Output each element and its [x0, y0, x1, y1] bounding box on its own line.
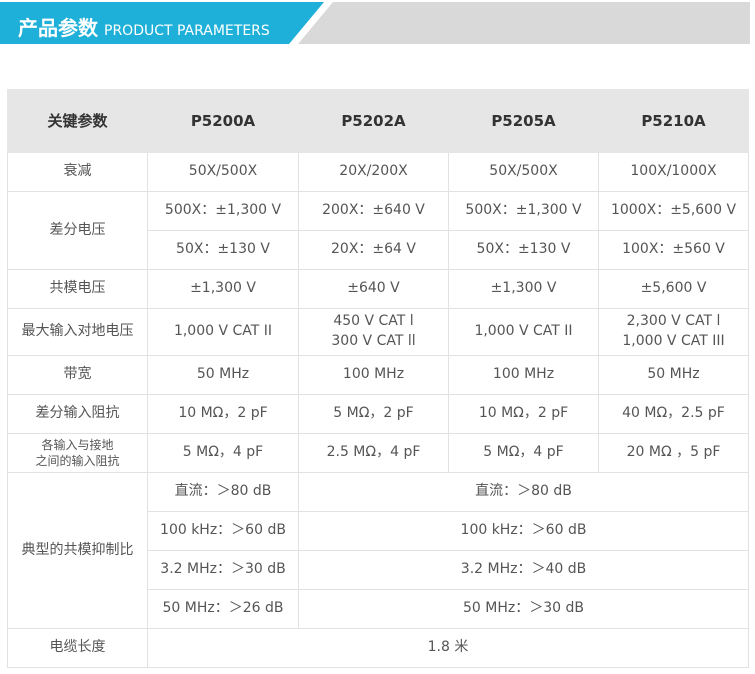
cell: 20X/200X: [298, 152, 449, 192]
cell: 100X/1000X: [598, 152, 749, 192]
table-row: 差分电压 500X：±1,300 V 200X：±640 V 500X：±1,3…: [7, 191, 749, 270]
cell-line: 450 V CAT l: [333, 313, 414, 330]
cell: 3.2 MHz：＞40 dB: [298, 550, 749, 590]
cell: 100 MHz: [448, 355, 599, 395]
cell: 直流：＞80 dB: [298, 472, 749, 512]
cell: 5 MΩ，4 pF: [147, 433, 299, 473]
cell: 450 V CAT l 300 V CAT ll: [298, 308, 449, 356]
cell: 20X：±64 V: [298, 230, 449, 270]
cell: ±640 V: [298, 269, 449, 309]
row-label: 各输入与接地 之间的输入阻抗: [7, 433, 148, 473]
cell: ±1,300 V: [147, 269, 299, 309]
table-header-row: 关键参数 P5200A P5202A P5205A P5210A: [7, 89, 749, 153]
cell: 直流：＞80 dB: [147, 472, 299, 512]
cell-line: 1,000 V CAT III: [622, 333, 725, 349]
header-cell: P5210A: [598, 89, 749, 153]
cell: 50 MHz：＞30 dB: [298, 589, 749, 629]
label-line: 之间的输入阻抗: [35, 454, 120, 468]
header-cell: P5202A: [298, 89, 449, 153]
title-cn: 产品参数: [18, 16, 98, 40]
table-row: 差分输入阻抗 10 MΩ，2 pF 5 MΩ，2 pF 10 MΩ，2 pF 4…: [7, 394, 749, 434]
cell: 10 MΩ，2 pF: [448, 394, 599, 434]
cell: 1.8 米: [147, 628, 749, 668]
cell: 20 MΩ ，5 pF: [598, 433, 749, 473]
cell: 100 kHz：＞60 dB: [298, 511, 749, 551]
section-title: 产品参数 PRODUCT PARAMETERS: [18, 12, 270, 41]
cell: 50 MHz：＞26 dB: [147, 589, 299, 629]
table-row: 50 MHz：＞26 dB 50 MHz：＞30 dB: [8, 589, 749, 629]
cell: 200X：±640 V: [298, 191, 449, 231]
cell: 2,300 V CAT l 1,000 V CAT III: [598, 308, 749, 356]
table-row: 电缆长度 1.8 米: [7, 628, 749, 668]
row-label: 差分电压: [7, 191, 148, 270]
parameters-table: 关键参数 P5200A P5202A P5205A P5210A 衰减 50X/…: [7, 89, 749, 668]
cell: ±5,600 V: [598, 269, 749, 309]
cell: 500X：±1,300 V: [147, 191, 299, 231]
cell: 2.5 MΩ，4 pF: [298, 433, 449, 473]
table-row: 带宽 50 MHz 100 MHz 100 MHz 50 MHz: [7, 355, 749, 395]
label-line: 各输入与接地: [41, 437, 114, 452]
cell: 1,000 V CAT II: [147, 308, 299, 356]
table-row: 最大输入对地电压 1,000 V CAT II 450 V CAT l 300 V…: [7, 308, 749, 356]
cell: 50 MHz: [147, 355, 299, 395]
table-row: 50X：±130 V 20X：±64 V 50X：±130 V 100X：±56…: [8, 230, 749, 270]
row-label: 差分输入阻抗: [7, 394, 148, 434]
table-row: 3.2 MHz：＞30 dB 3.2 MHz：＞40 dB: [8, 550, 749, 590]
row-label: 电缆长度: [7, 628, 148, 668]
cell: 500X：±1,300 V: [448, 191, 599, 231]
table-row: 共模电压 ±1,300 V ±640 V ±1,300 V ±5,600 V: [7, 269, 749, 309]
row-label: 衰减: [7, 152, 148, 192]
cell: 100 kHz：＞60 dB: [147, 511, 299, 551]
cell-line: 300 V CAT ll: [331, 333, 416, 349]
header-cell: 关键参数: [7, 89, 148, 153]
table-row: 典型的共模抑制比 直流：＞80 dB 直流：＞80 dB: [7, 472, 749, 629]
row-label: 带宽: [7, 355, 148, 395]
cell: 100 MHz: [298, 355, 449, 395]
cell-line: 1,000 V CAT II: [173, 323, 273, 340]
cell: 50X：±130 V: [147, 230, 299, 270]
cell: 50X/500X: [147, 152, 299, 192]
row-label: 最大输入对地电压: [7, 308, 148, 356]
table-row: 100 kHz：＞60 dB 100 kHz：＞60 dB: [8, 511, 749, 551]
cell: 50 MHz: [598, 355, 749, 395]
cell: 100X：±560 V: [598, 230, 749, 270]
cell: 10 MΩ，2 pF: [147, 394, 299, 434]
title-en: PRODUCT PARAMETERS: [104, 23, 270, 39]
cell-line: 2,300 V CAT l: [626, 313, 721, 330]
header-cell: P5200A: [147, 89, 299, 153]
cell: ±1,300 V: [448, 269, 599, 309]
cell: 5 MΩ，4 pF: [448, 433, 599, 473]
header-cell: P5205A: [448, 89, 599, 153]
cell: 50X：±130 V: [448, 230, 599, 270]
cell-line: 1,000 V CAT II: [474, 323, 573, 340]
table-row: 各输入与接地 之间的输入阻抗 5 MΩ，4 pF 2.5 MΩ，4 pF 5 MΩ…: [7, 433, 749, 473]
cell: 40 MΩ，2.5 pF: [598, 394, 749, 434]
row-label: 共模电压: [7, 269, 148, 309]
table-row: 衰减 50X/500X 20X/200X 50X/500X 100X/1000X: [7, 152, 749, 192]
cell: 50X/500X: [448, 152, 599, 192]
cell: 1000X：±5,600 V: [598, 191, 749, 231]
cell: 1,000 V CAT II: [448, 308, 599, 356]
cell: 5 MΩ，2 pF: [298, 394, 449, 434]
header-accent: [0, 2, 325, 44]
cell: 3.2 MHz：＞30 dB: [147, 550, 299, 590]
row-label: 典型的共模抑制比: [7, 472, 148, 629]
